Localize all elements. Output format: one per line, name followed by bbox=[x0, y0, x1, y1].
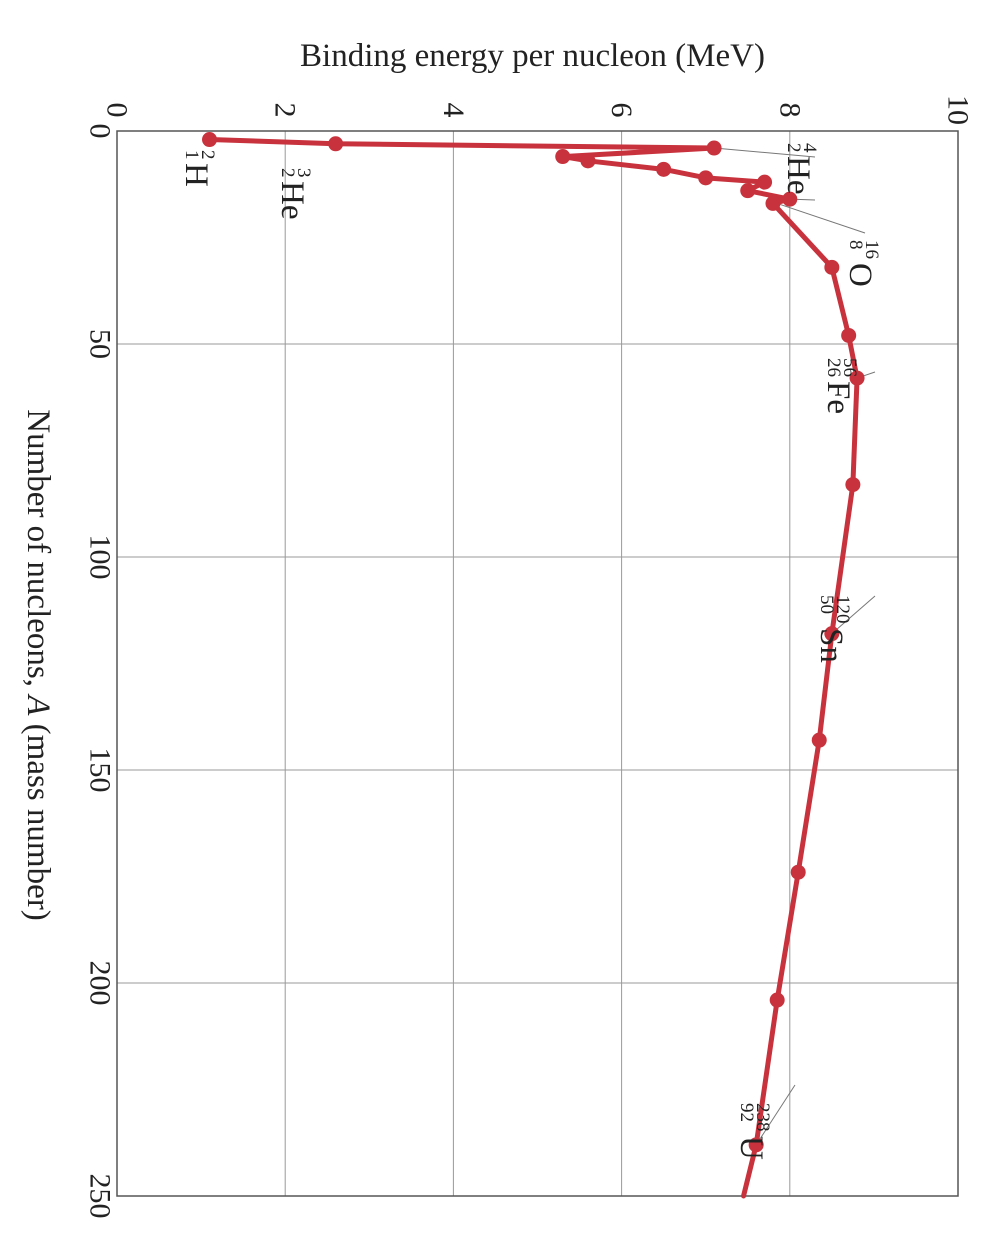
isotope-symbol: U bbox=[733, 1136, 769, 1160]
data-point bbox=[849, 370, 865, 386]
isotope-symbol: He bbox=[274, 181, 310, 219]
leader-line bbox=[755, 1084, 796, 1146]
leader-line bbox=[714, 147, 816, 158]
mass-tick-label: 0 bbox=[84, 124, 117, 139]
isotope-label: 42 He bbox=[780, 143, 820, 194]
isotope-label: 21 H bbox=[178, 150, 218, 187]
data-point bbox=[757, 174, 773, 190]
mass-tick-label: 200 bbox=[84, 961, 117, 1006]
isotope-atomic-number: 92 bbox=[736, 1103, 757, 1122]
isotope-mass-number: 120 bbox=[832, 595, 853, 624]
data-point bbox=[706, 140, 722, 156]
annotation-leader-lines bbox=[714, 147, 876, 1146]
isotope-mass-number: 2 bbox=[197, 150, 218, 160]
data-point bbox=[202, 132, 218, 148]
energy-tick-label: 6 bbox=[605, 103, 638, 118]
leader-line bbox=[831, 595, 876, 635]
data-point bbox=[765, 195, 781, 211]
data-series bbox=[202, 132, 865, 1199]
grid bbox=[116, 130, 959, 1197]
data-point bbox=[845, 477, 861, 493]
isotope-mass-number: 4 bbox=[799, 143, 820, 153]
energy-tick-label: 4 bbox=[437, 103, 470, 118]
series-line bbox=[207, 137, 860, 1199]
isotope-atomic-number: 2 bbox=[783, 143, 804, 153]
leader-line bbox=[777, 202, 866, 234]
data-point bbox=[769, 992, 785, 1008]
isotope-symbol: He bbox=[780, 156, 816, 194]
isotope-label: 168 O bbox=[842, 240, 882, 287]
y-axis-title: Binding energy per nucleon (MeV) bbox=[300, 38, 765, 74]
isotope-symbol: H bbox=[178, 163, 214, 187]
isotope-atomic-number: 1 bbox=[181, 150, 202, 160]
plot-frame bbox=[116, 130, 959, 1197]
data-point bbox=[824, 259, 840, 275]
data-point bbox=[328, 136, 344, 152]
isotope-mass-number: 238 bbox=[752, 1103, 773, 1132]
mass-tick-label: 100 bbox=[84, 535, 117, 580]
isotope-symbol: Fe bbox=[820, 381, 856, 414]
data-point bbox=[811, 732, 827, 748]
data-point bbox=[698, 170, 714, 186]
isotope-atomic-number: 26 bbox=[823, 358, 844, 377]
mass-tick-label: 50 bbox=[84, 329, 117, 359]
data-point bbox=[555, 149, 571, 165]
isotope-symbol: O bbox=[842, 263, 878, 287]
data-point bbox=[656, 161, 672, 177]
mass-tick-label: 250 bbox=[84, 1174, 117, 1219]
data-point bbox=[782, 191, 798, 207]
isotope-mass-number: 56 bbox=[839, 358, 860, 377]
x-axis-title: Number of nucleons, A (mass number) bbox=[20, 409, 56, 920]
energy-tick-label: 10 bbox=[942, 95, 975, 125]
data-point bbox=[824, 626, 840, 642]
isotope-label: 32 He bbox=[274, 168, 314, 219]
isotope-atomic-number: 50 bbox=[816, 595, 837, 614]
isotope-mass-number: 3 bbox=[293, 168, 314, 178]
data-point bbox=[790, 864, 806, 880]
energy-tick-label: 2 bbox=[269, 103, 302, 118]
energy-tick-label: 8 bbox=[773, 103, 806, 118]
mass-tick-label: 150 bbox=[84, 748, 117, 793]
data-point bbox=[580, 153, 596, 169]
data-point bbox=[748, 1137, 764, 1153]
isotope-atomic-number: 8 bbox=[845, 240, 866, 250]
data-point bbox=[740, 183, 756, 199]
data-point bbox=[841, 327, 857, 343]
isotope-atomic-number: 2 bbox=[277, 168, 298, 178]
energy-tick-label: 0 bbox=[101, 103, 134, 118]
isotope-symbol: Sn bbox=[813, 628, 849, 663]
isotope-mass-number: 16 bbox=[861, 240, 882, 259]
